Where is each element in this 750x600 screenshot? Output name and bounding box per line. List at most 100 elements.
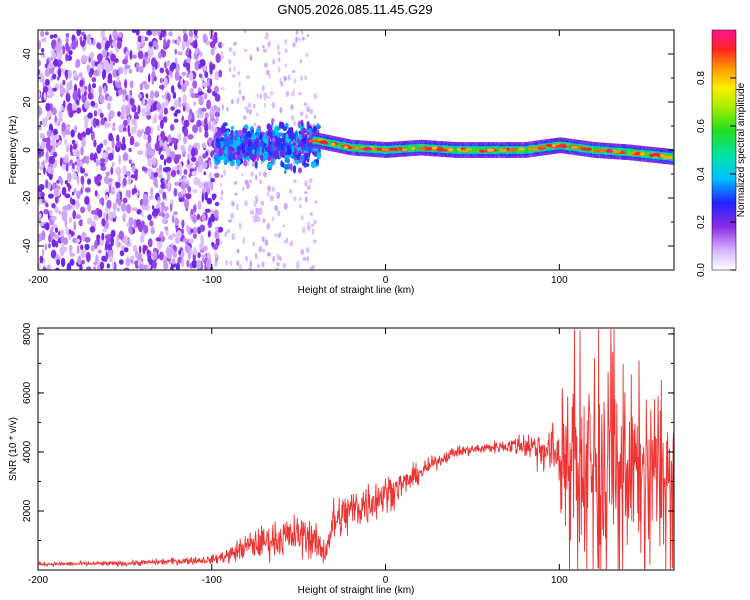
spectrogram-cell [167, 134, 172, 144]
spectrogram-cell [62, 45, 66, 55]
spectrogram-cell [80, 187, 83, 195]
spectrogram-cell [165, 98, 169, 107]
spectrogram-cell [38, 106, 43, 116]
spectrogram-cell [278, 233, 281, 239]
spectrogram-cell [125, 189, 129, 198]
spectrogram-cell [81, 259, 85, 265]
spectrogram-cell [86, 155, 90, 165]
spectrogram-cell [72, 210, 76, 220]
spectrogram-cell [272, 58, 276, 65]
spectrogram-cell [255, 139, 260, 148]
spectrogram-cell [552, 144, 556, 148]
spectrogram-cell [166, 171, 171, 181]
spectrogram-ytick-label: 20 [22, 96, 33, 108]
spectrogram-cell [91, 68, 94, 75]
spectrogram-cell [220, 55, 224, 60]
spectrogram-cell [49, 34, 54, 39]
spectrogram-cell [228, 58, 231, 65]
spectrogram-cell [78, 220, 83, 226]
spectrogram-cell [56, 37, 62, 44]
spectrogram-cell [67, 69, 72, 80]
spectrogram-cell [518, 147, 526, 151]
spectrogram-cell [115, 182, 121, 189]
spectrogram-cell [68, 244, 73, 251]
spectrogram-cell [64, 129, 71, 136]
spectrogram-cell [145, 110, 152, 116]
spectrogram-cell [173, 211, 178, 216]
spectrogram-cell [127, 189, 132, 199]
spectrogram-cell [233, 65, 236, 72]
spectrogram-cell [230, 212, 234, 219]
spectrogram-cell [359, 147, 364, 151]
spectrogram-cell [310, 160, 317, 169]
spectrogram-cell [71, 162, 75, 170]
spectrogram-cell [178, 97, 182, 103]
spectrogram-cell [146, 249, 150, 255]
spectrogram-cell [47, 193, 54, 199]
spectrogram-cell [192, 124, 199, 133]
spectrogram-cell [216, 95, 221, 101]
spectrogram-cell [161, 49, 167, 58]
spectrogram-cell [384, 148, 390, 152]
spectrogram-cell [251, 161, 256, 168]
spectrogram-cell [51, 239, 57, 248]
spectrogram-cell [177, 132, 182, 142]
spectrogram-cell [294, 160, 299, 164]
spectrogram-cell [90, 152, 94, 161]
spectrogram-cell [181, 83, 187, 93]
colorbar-tick-label: 0.6 [696, 119, 707, 133]
spectrogram-cell [190, 228, 194, 234]
spectrogram-cell [308, 139, 317, 143]
spectrogram-cell [298, 197, 302, 202]
spectrogram-cell [176, 230, 182, 239]
spectrogram-cell [123, 247, 129, 253]
spectrogram-cell [50, 56, 53, 61]
spectrogram-cell [164, 226, 169, 231]
spectrogram-cell [127, 175, 132, 186]
spectrogram-cell [73, 150, 77, 157]
spectrogram-cell [159, 67, 165, 74]
spectrogram-cell [167, 179, 171, 190]
spectrogram-cell [183, 127, 189, 137]
spectrogram-cell [306, 255, 310, 263]
spectrogram-cell [150, 187, 154, 196]
spectrogram-cell [84, 195, 90, 205]
spectrogram-cell [191, 259, 198, 269]
spectrogram-cell [221, 104, 224, 111]
spectrogram-cell [291, 92, 295, 97]
spectrogram-cell [284, 63, 287, 68]
spectrogram-cell [163, 206, 169, 212]
colorbar-gradient [712, 30, 736, 270]
spectrogram-cell [316, 123, 319, 129]
spectrogram-cell [110, 53, 116, 62]
spectrogram-cell [137, 50, 144, 60]
spectrogram-cell [41, 48, 45, 53]
spectrogram-cell [147, 49, 152, 59]
spectrogram-cell [256, 152, 260, 162]
spectrogram-cell [221, 43, 225, 47]
spectrogram-cell [116, 134, 120, 143]
spectrogram-cell [178, 101, 182, 108]
spectrogram-cell [180, 189, 187, 195]
spectrogram-cell [144, 51, 149, 58]
spectrogram-cell [182, 105, 186, 112]
spectrogram-cell [112, 69, 118, 78]
spectrogram-cell [71, 102, 78, 111]
spectrogram-cell [180, 181, 187, 190]
spectrogram-cell [293, 120, 297, 127]
spectrogram-cell [210, 213, 216, 223]
spectrogram-cell [266, 192, 270, 197]
spectrogram-cell [66, 82, 71, 91]
spectrogram-cell [194, 166, 197, 172]
spectrogram-cell [163, 107, 168, 115]
spectrogram-cell [281, 161, 284, 168]
spectrogram-cell [418, 147, 426, 151]
spectrogram-cell [137, 44, 141, 52]
spectrogram-cell [156, 124, 161, 132]
spectrogram-cell [253, 200, 257, 208]
spectrogram-cell [67, 102, 73, 113]
spectrogram-cell [265, 69, 270, 76]
snr-ytick-label: 4000 [22, 440, 33, 463]
spectrogram-cell [256, 46, 260, 52]
